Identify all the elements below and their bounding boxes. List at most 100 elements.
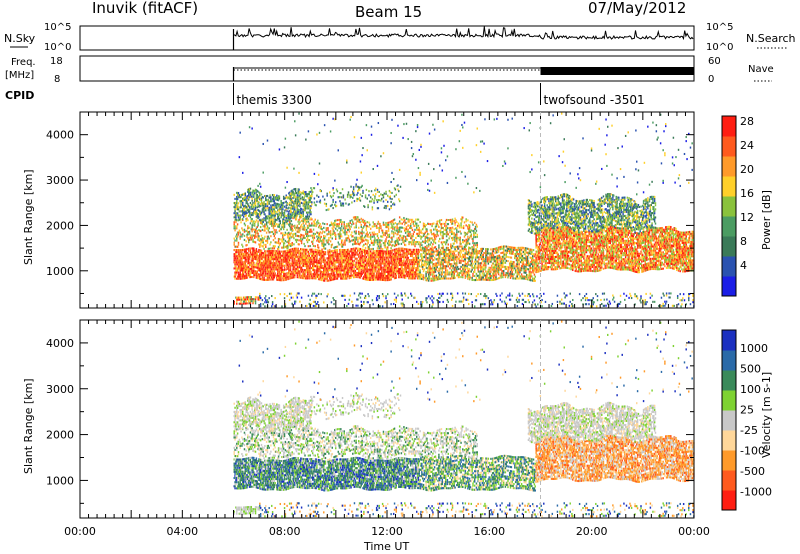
- power-cell: [342, 249, 345, 252]
- power-cell: [329, 256, 332, 259]
- power-cell: [444, 273, 446, 276]
- power-cell: [247, 270, 250, 273]
- power-cell: [313, 258, 316, 261]
- power-cell: [567, 230, 570, 233]
- power-cell: [401, 274, 403, 277]
- power-cell: [543, 242, 545, 245]
- power-cell: [329, 254, 331, 257]
- power-cell: [238, 302, 241, 305]
- power-cell: [327, 251, 329, 254]
- power-cell: [284, 276, 287, 279]
- power-cell: [400, 274, 403, 277]
- power-cell: [252, 267, 254, 270]
- power-cell: [450, 277, 452, 280]
- power-cell: [303, 275, 305, 278]
- power-cell: [312, 277, 315, 280]
- power-cell: [607, 264, 609, 267]
- power-cell: [462, 253, 464, 256]
- power-cell: [415, 248, 417, 251]
- power-cell: [399, 261, 402, 264]
- power-cell: [404, 262, 407, 265]
- power-cell: [311, 248, 314, 251]
- power-cell: [427, 261, 430, 264]
- power-cell: [428, 267, 431, 270]
- power-cell: [447, 259, 449, 262]
- power-cell: [409, 269, 411, 272]
- power-cell: [500, 266, 502, 269]
- power-cell: [304, 250, 306, 253]
- power-cell: [321, 266, 323, 269]
- power-cell: [249, 271, 252, 275]
- power-cell: [361, 264, 363, 267]
- power-cell: [507, 249, 509, 252]
- power-cell: [414, 277, 416, 280]
- power-cell: [236, 300, 238, 303]
- power-cell: [548, 266, 550, 269]
- power-cell: [392, 269, 395, 272]
- power-cell: [537, 239, 540, 242]
- power-cell: [264, 264, 266, 267]
- power-cell: [402, 274, 404, 277]
- power-cell: [543, 256, 546, 259]
- power-cell: [601, 266, 603, 269]
- power-cell: [543, 250, 545, 253]
- power-cell: [400, 276, 403, 279]
- power-cell: [416, 267, 419, 270]
- power-cell: [335, 249, 338, 252]
- power-cell: [494, 270, 496, 273]
- power-cell: [501, 264, 503, 267]
- power-cell: [538, 251, 541, 254]
- power-cell: [516, 248, 519, 251]
- power-cell: [600, 268, 602, 271]
- power-cell: [283, 250, 286, 253]
- power-cell: [567, 240, 570, 243]
- power-cell: [402, 259, 404, 263]
- power-cell: [246, 268, 248, 271]
- power-cell: [543, 244, 545, 247]
- power-cell: [265, 260, 267, 263]
- power-cell: [327, 267, 329, 270]
- power-cell: [560, 228, 562, 231]
- power-cell: [348, 252, 351, 255]
- power-cell: [271, 268, 273, 271]
- power-cell: [565, 256, 567, 259]
- power-cell: [276, 272, 279, 275]
- power-cell: [376, 260, 379, 263]
- power-cell: [445, 261, 448, 264]
- power-cell: [383, 258, 386, 261]
- power-cell: [591, 265, 594, 268]
- power-cell: [410, 252, 412, 255]
- power-cell: [526, 259, 528, 262]
- power-cell: [337, 253, 339, 256]
- power-cell: [406, 273, 409, 276]
- power-cell: [499, 248, 502, 251]
- power-cell: [323, 271, 325, 274]
- power-cell: [604, 244, 606, 247]
- power-cell: [390, 268, 392, 271]
- power-cell: [488, 252, 490, 255]
- power-cell: [336, 261, 339, 264]
- power-cell: [448, 251, 450, 254]
- power-cell: [299, 276, 301, 279]
- power-cell: [546, 241, 548, 244]
- power-cell: [564, 252, 566, 255]
- power-cell: [309, 275, 311, 278]
- power-cell: [525, 259, 527, 262]
- power-cell: [513, 273, 515, 276]
- power-cell: [403, 274, 405, 277]
- power-cell: [234, 263, 236, 266]
- power-cell: [529, 277, 531, 280]
- power-cell: [273, 276, 276, 279]
- power-cell: [536, 264, 538, 267]
- power-cell: [549, 245, 552, 248]
- power-cell: [240, 267, 242, 270]
- power-cell: [302, 264, 305, 267]
- power-cell: [411, 250, 414, 253]
- power-cell: [254, 300, 257, 303]
- power-cell: [570, 247, 572, 250]
- power-cell: [296, 270, 299, 273]
- power-cell: [238, 257, 241, 260]
- power-cell: [334, 255, 336, 258]
- power-cell: [566, 254, 569, 257]
- power-cell: [439, 263, 442, 266]
